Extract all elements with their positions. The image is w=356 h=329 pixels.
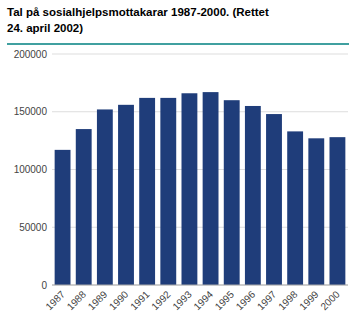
- x-tick-label: 1991: [128, 288, 152, 312]
- bar: [308, 138, 324, 285]
- bar: [139, 98, 155, 285]
- bar: [76, 129, 92, 285]
- y-tick-label: 200000: [14, 49, 48, 60]
- grid-line: [52, 54, 348, 55]
- bar: [160, 98, 176, 285]
- x-tick-label: 1987: [43, 288, 67, 312]
- bar: [182, 93, 198, 285]
- y-tick-label: 50000: [19, 222, 47, 233]
- bars: [55, 92, 346, 285]
- y-tick-label: 150000: [14, 106, 48, 117]
- x-axis-line: [52, 285, 348, 286]
- grid-line: [52, 169, 348, 170]
- grid-line: [52, 227, 348, 228]
- grid-line: [52, 111, 348, 112]
- x-tick-label: 1989: [86, 288, 110, 312]
- x-tick-label: 1993: [170, 288, 194, 312]
- grid: [52, 54, 348, 285]
- x-tick-label: 2000: [318, 288, 342, 312]
- x-tick-label: 1988: [65, 288, 89, 312]
- x-tick-label: 1995: [213, 288, 237, 312]
- chart-container: Tal på sosialhjelpsmottakarar 1987-2000.…: [0, 0, 356, 329]
- title: Tal på sosialhjelpsmottakarar 1987-2000.…: [7, 6, 269, 18]
- bar: [287, 131, 303, 285]
- bar: [55, 150, 71, 285]
- x-tick-label: 1996: [234, 288, 258, 312]
- bar: [245, 106, 261, 285]
- bar: [203, 92, 219, 285]
- bar: [266, 114, 282, 285]
- x-tick-label: 1994: [191, 288, 215, 312]
- x-tick-label: 1997: [255, 288, 279, 312]
- x-tick-label: 1999: [297, 288, 321, 312]
- bar: [224, 100, 240, 285]
- title-rule: [7, 43, 349, 45]
- grid-line: [52, 285, 348, 286]
- chart-svg: Tal på sosialhjelpsmottakarar 1987-2000.…: [0, 0, 356, 329]
- bar: [97, 109, 113, 285]
- title: 24. april 2002): [7, 22, 83, 34]
- x-tick-label: 1992: [149, 288, 173, 312]
- y-tick-label: 0: [41, 280, 47, 291]
- x-tick-label: 1990: [107, 288, 131, 312]
- x-tick-label: 1998: [276, 288, 300, 312]
- y-tick-label: 100000: [14, 164, 48, 175]
- bar: [118, 105, 134, 285]
- bar: [330, 137, 346, 285]
